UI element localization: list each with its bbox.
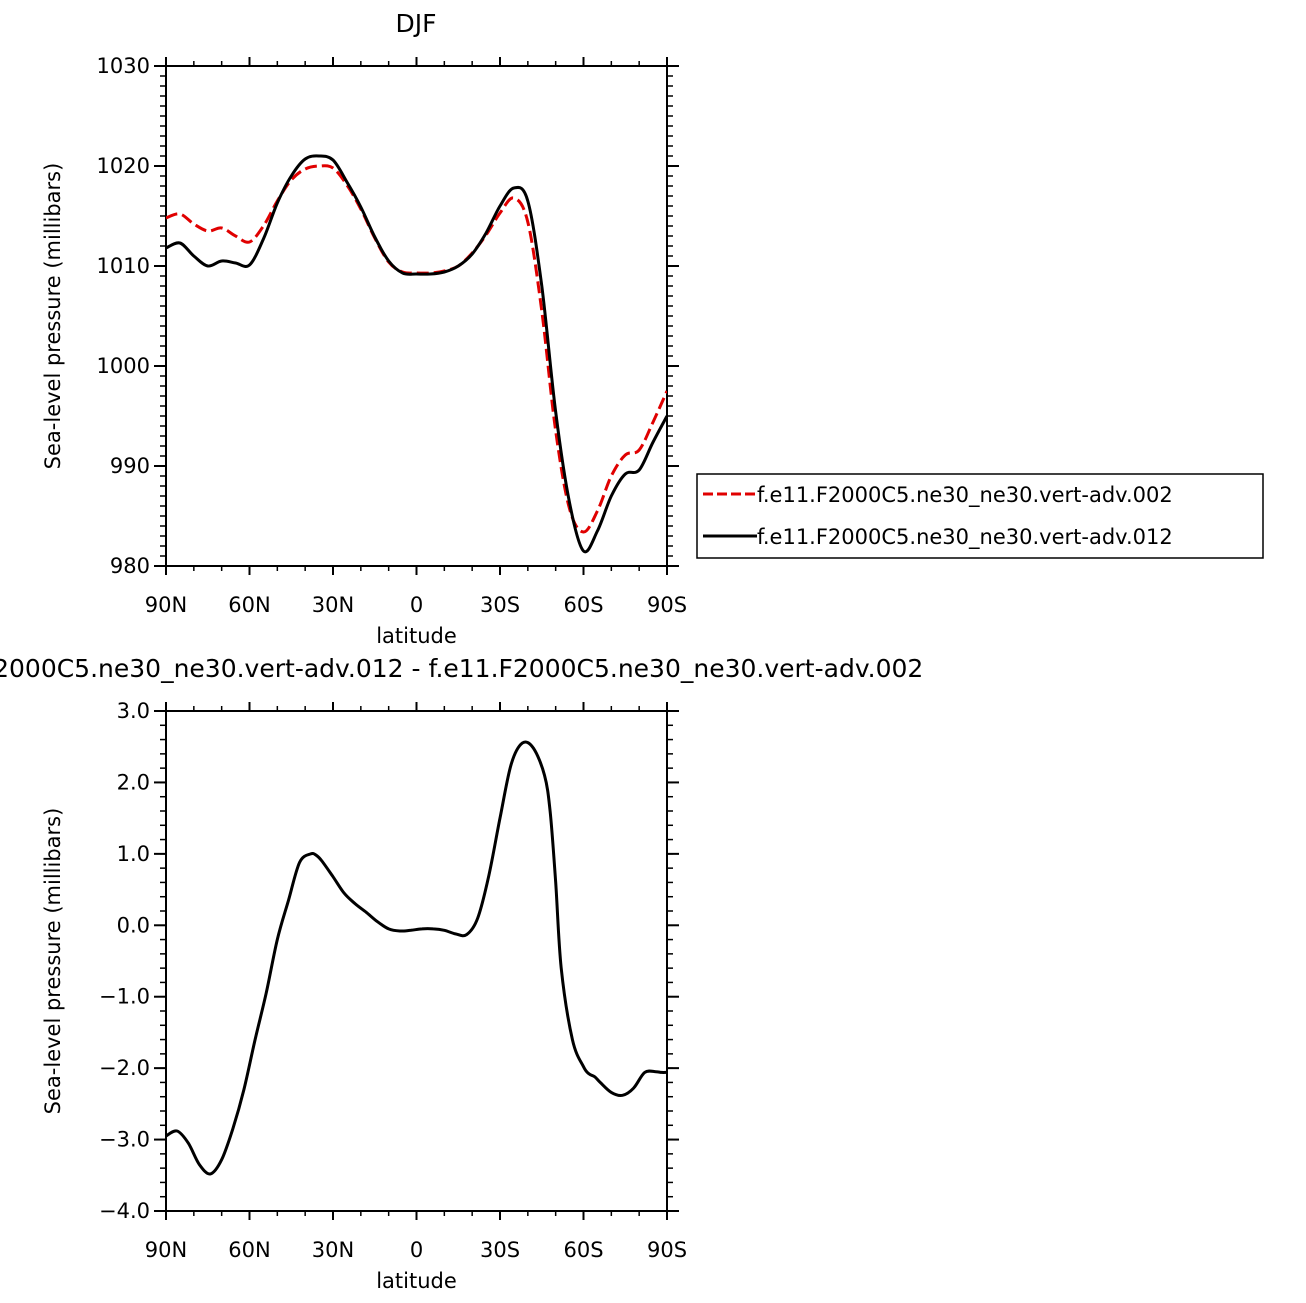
y-tick-label: −4.0 — [99, 1199, 150, 1223]
x-tick-label: 60S — [563, 1238, 603, 1262]
legend-entry-0: f.e11.F2000C5.ne30_ne30.vert-adv.002 — [757, 483, 1173, 508]
x-tick-label: 0 — [410, 593, 423, 617]
y-tick-label: 1030 — [97, 54, 150, 78]
y-tick-label: −2.0 — [99, 1056, 150, 1080]
y-tick-label: 0.0 — [117, 913, 150, 937]
x-tick-label: 90N — [145, 593, 187, 617]
chart-title: DJF — [395, 9, 436, 38]
series-line-0 — [166, 164, 667, 534]
y-tick-label: 2.0 — [117, 770, 150, 794]
x-tick-label: 30S — [480, 1238, 520, 1262]
x-tick-label: 30N — [312, 1238, 354, 1262]
plot-frame — [165, 710, 668, 1212]
x-axis-label: latitude — [376, 1269, 457, 1293]
y-tick-label: −1.0 — [99, 985, 150, 1009]
plot-frame — [165, 65, 668, 567]
x-tick-label: 90S — [647, 593, 687, 617]
series-line-1 — [166, 154, 667, 554]
y-axis-label: Sea-level pressure (millibars) — [41, 808, 65, 1115]
x-tick-label: 60N — [228, 593, 270, 617]
chart-title: f.e11.F2000C5.ne30_ne30.vert-adv.012 - f… — [0, 654, 923, 683]
y-axis-label: Sea-level pressure (millibars) — [41, 163, 65, 470]
y-tick-label: 1000 — [97, 354, 150, 378]
x-tick-label: 60S — [563, 593, 603, 617]
x-tick-label: 30S — [480, 593, 520, 617]
y-tick-label: −3.0 — [99, 1128, 150, 1152]
difference-panel: f.e11.F2000C5.ne30_ne30.vert-adv.012 - f… — [0, 654, 923, 1293]
y-tick-label: 1020 — [97, 154, 150, 178]
y-tick-label: 980 — [110, 554, 150, 578]
legend-entry-1: f.e11.F2000C5.ne30_ne30.vert-adv.012 — [757, 525, 1173, 550]
x-tick-label: 90N — [145, 1238, 187, 1262]
y-tick-label: 1010 — [97, 254, 150, 278]
series-line-0 — [166, 740, 667, 1176]
legend-box — [696, 473, 1264, 559]
x-axis-label: latitude — [376, 624, 457, 648]
x-tick-label: 90S — [647, 1238, 687, 1262]
x-tick-label: 60N — [228, 1238, 270, 1262]
x-tick-label: 30N — [312, 593, 354, 617]
y-tick-label: 990 — [110, 454, 150, 478]
top-panel: DJF 90N 60N 30N 0 30S 60S 90S 980 990 1000 1010 1020… — [41, 9, 1264, 648]
y-tick-label: 1.0 — [117, 842, 150, 866]
y-tick-label: 3.0 — [117, 699, 150, 723]
x-tick-label: 0 — [410, 1238, 423, 1262]
